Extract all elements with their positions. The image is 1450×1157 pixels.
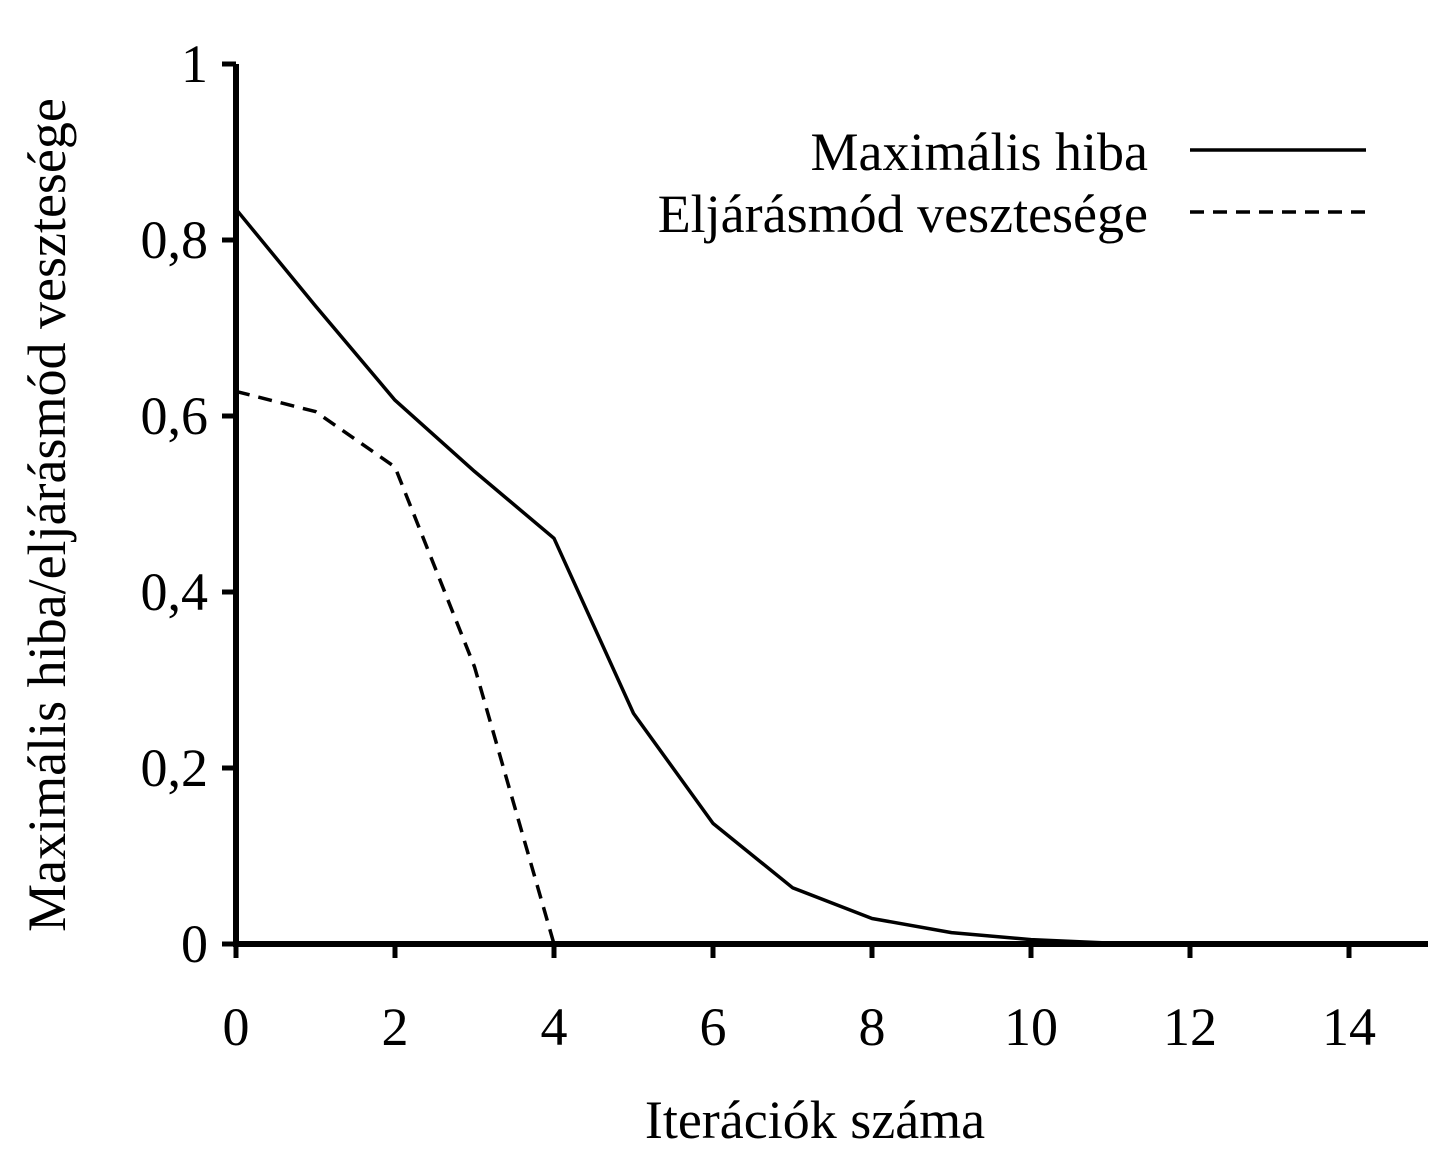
y-tick-label: 0,2 [141,738,209,798]
x-tick-label: 4 [541,997,568,1057]
y-tick-label: 0 [181,914,208,974]
series-line-2 [235,389,556,945]
x-tick-label: 8 [859,997,886,1057]
ticks: 0 2 4 6 8 10 12 14 0 0,2 0,4 0,6 0,8 1 [141,34,1377,1057]
y-tick-label: 1 [181,34,208,94]
legend-label: Eljárásmód vesztesége [658,184,1148,244]
y-tick-label: 0,6 [141,386,209,446]
x-tick-label: 0 [223,997,250,1057]
x-tick-label: 12 [1163,997,1217,1057]
y-axis-title: Maximális hiba/eljárásmód vesztesége [17,98,77,932]
y-tick-label: 0,8 [141,210,209,270]
series-layer [234,208,1349,946]
legend-label: Maximális hiba [811,122,1148,182]
series-line-1 [234,208,1349,946]
x-tick-label: 2 [382,997,409,1057]
x-tick-label: 14 [1322,997,1376,1057]
x-tick-label: 6 [700,997,727,1057]
y-tick-label: 0,4 [141,562,209,622]
x-axis-title: Iterációk száma [645,1090,985,1150]
x-tick-label: 10 [1004,997,1058,1057]
